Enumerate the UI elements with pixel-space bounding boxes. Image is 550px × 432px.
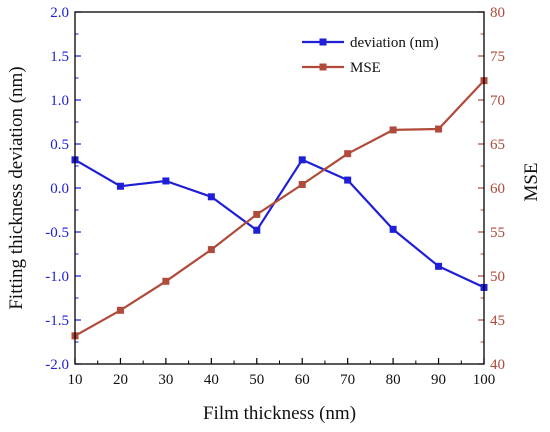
data-point-deviation: [162, 177, 170, 185]
data-point-mse: [116, 306, 124, 314]
right-y-axis-title: MSE: [521, 162, 542, 201]
data-point-deviation: [298, 156, 306, 164]
left-y-tick-label: 0.0: [50, 181, 69, 197]
left-y-tick-label: -1.5: [45, 313, 69, 329]
left-y-tick-label: 1.0: [50, 93, 69, 109]
data-point-deviation: [435, 262, 443, 270]
series-layer: [71, 77, 488, 340]
x-tick-label: 80: [386, 372, 401, 388]
x-tick-label: 90: [431, 372, 446, 388]
x-tick-label: 100: [473, 372, 496, 388]
right-y-tick-label: 45: [490, 313, 505, 329]
series-line-mse: [74, 79, 485, 337]
legend-marker-mse: [319, 63, 327, 71]
left-y-tick-label: -2.0: [45, 357, 69, 373]
x-tick-label: 60: [295, 372, 310, 388]
right-y-tick-label: 70: [490, 93, 505, 109]
x-tick-label: 20: [113, 372, 128, 388]
data-point-deviation: [389, 225, 397, 233]
x-tick-label: 30: [158, 372, 173, 388]
data-point-mse: [435, 125, 443, 133]
data-point-deviation: [207, 193, 215, 201]
right-axis-ticks: 40 45 50 55 60 65 70 75 80: [478, 5, 505, 373]
x-tick-label: 40: [204, 372, 219, 388]
left-y-tick-label: 2.0: [50, 5, 69, 21]
right-y-tick-label: 50: [490, 269, 505, 285]
data-point-mse: [298, 180, 306, 188]
data-point-mse: [207, 246, 215, 254]
right-y-tick-label: 60: [490, 181, 505, 197]
x-tick-label: 10: [68, 372, 83, 388]
data-point-mse: [253, 210, 261, 218]
left-y-tick-label: 0.5: [50, 137, 69, 153]
data-point-mse: [389, 126, 397, 134]
legend: deviation (nm) MSE: [302, 35, 439, 76]
legend-marker-deviation: [319, 38, 327, 46]
left-y-axis-title: Fitting thickness deviation (nm): [6, 66, 27, 309]
right-y-tick-label: 80: [490, 5, 505, 21]
x-tick-label: 50: [249, 372, 264, 388]
plot-frame: [74, 11, 485, 365]
data-point-mse: [162, 277, 170, 285]
left-y-tick-label: 1.5: [50, 49, 69, 65]
right-y-tick-label: 65: [490, 137, 505, 153]
data-point-deviation: [344, 176, 352, 184]
x-axis-title: Film thickness (nm): [203, 403, 356, 424]
right-y-tick-label: 40: [490, 357, 505, 373]
left-y-tick-label: -1.0: [45, 269, 69, 285]
right-y-tick-label: 75: [490, 49, 505, 65]
x-axis-ticks: 10 20 30 40 50 60 70 80 90 100: [68, 358, 496, 388]
left-axis-ticks: -2.0 -1.5 -1.0 -0.5 0.0 0.5 1.0 1.5 2.0: [45, 5, 81, 373]
data-point-deviation: [253, 226, 261, 234]
data-point-mse: [344, 150, 352, 158]
legend-label-deviation: deviation (nm): [350, 35, 439, 51]
legend-label-mse: MSE: [350, 60, 381, 76]
left-y-tick-label: -0.5: [45, 225, 69, 241]
data-point-deviation: [116, 182, 124, 190]
right-y-tick-label: 55: [490, 225, 505, 241]
x-tick-label: 70: [340, 372, 355, 388]
series-line-deviation: [74, 158, 485, 289]
